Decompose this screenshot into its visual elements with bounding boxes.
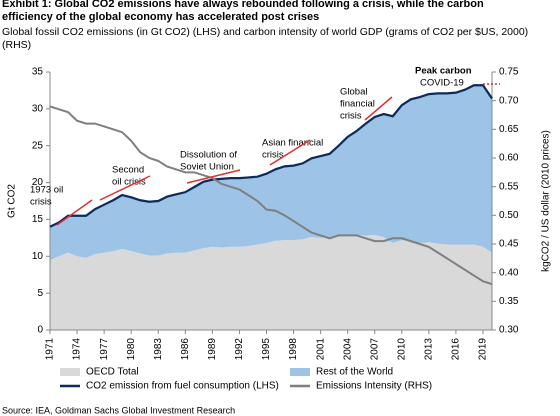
chart-subtitle: (RHS) bbox=[2, 39, 31, 51]
annotation-line bbox=[186, 169, 241, 184]
x-tick-label: 2013 bbox=[423, 338, 434, 361]
x-tick-label: 1989 bbox=[207, 338, 218, 361]
annotation: Global bbox=[340, 87, 367, 98]
y-tick-label: 30 bbox=[32, 103, 44, 114]
y2-tick-label: 0.35 bbox=[499, 296, 519, 307]
y-tick-label: 20 bbox=[32, 177, 44, 188]
legend-swatch bbox=[290, 368, 310, 376]
annotation: crisis bbox=[30, 197, 52, 208]
y2-tick-label: 0.40 bbox=[499, 267, 519, 278]
annotation-line bbox=[56, 199, 93, 226]
annotation-line bbox=[269, 139, 311, 166]
chart-title: efficiency of the global economy has acc… bbox=[2, 11, 319, 23]
y-axis-label: Gt CO2 bbox=[7, 184, 18, 218]
area bbox=[50, 234, 492, 330]
x-tick-label: 1995 bbox=[261, 338, 272, 361]
annotation: Dissolution of bbox=[180, 150, 237, 161]
y-tick-label: 0 bbox=[37, 325, 43, 336]
y2-tick-label: 0.60 bbox=[499, 153, 519, 164]
y-tick-label: 25 bbox=[32, 140, 44, 151]
x-tick-label: 1980 bbox=[126, 338, 137, 361]
y-tick-label: 35 bbox=[32, 67, 44, 78]
annotation: Second bbox=[112, 165, 144, 176]
y-tick-label: 5 bbox=[37, 288, 43, 299]
annotation: financial bbox=[340, 99, 375, 110]
y2-tick-label: 0.70 bbox=[499, 95, 519, 106]
x-tick-label: 2019 bbox=[478, 338, 489, 361]
legend-label: OECD Total bbox=[86, 367, 139, 378]
x-tick-label: 1974 bbox=[72, 338, 83, 361]
annotation: Asian financial bbox=[262, 138, 323, 149]
y-tick-label: 10 bbox=[32, 251, 44, 262]
annotation: crisis bbox=[340, 111, 362, 122]
legend-swatch bbox=[60, 368, 80, 376]
x-tick-label: 1986 bbox=[180, 338, 191, 361]
y2-axis-label: kgCO2 / US dollar (2010 prices) bbox=[541, 130, 552, 272]
y-tick-label: 15 bbox=[32, 214, 44, 225]
y2-tick-label: 0.45 bbox=[499, 239, 519, 250]
x-tick-label: 2001 bbox=[315, 338, 326, 361]
x-tick-label: 1977 bbox=[99, 338, 110, 361]
x-tick-label: 2007 bbox=[369, 338, 380, 361]
x-tick-label: 2010 bbox=[396, 338, 407, 361]
annotation: Soviet Union bbox=[180, 162, 234, 173]
annotation-line bbox=[99, 175, 151, 201]
x-tick-label: 2004 bbox=[342, 338, 353, 361]
annotation: Peak carbon bbox=[415, 66, 472, 77]
line bbox=[49, 84, 493, 228]
annotation: crisis bbox=[262, 150, 284, 161]
y2-tick-label: 0.55 bbox=[499, 181, 519, 192]
x-tick-label: 1992 bbox=[234, 338, 245, 361]
x-tick-label: 1971 bbox=[45, 338, 56, 361]
annotation-line bbox=[364, 96, 393, 121]
chart-title: Exhibit 1: Global CO2 emissions have alw… bbox=[2, 0, 484, 10]
y2-tick-label: 0.65 bbox=[499, 124, 519, 135]
annotation: COVID-19 bbox=[420, 78, 464, 89]
x-tick-label: 2016 bbox=[451, 338, 462, 361]
legend-label: CO2 emission from fuel consumption (LHS) bbox=[86, 381, 279, 392]
chart-subtitle: Global fossil CO2 emissions (in Gt CO2) … bbox=[2, 26, 528, 38]
y2-tick-label: 0.50 bbox=[499, 210, 519, 221]
annotation: oil crisis bbox=[112, 177, 146, 188]
y2-tick-label: 0.30 bbox=[499, 325, 519, 336]
line bbox=[49, 105, 493, 286]
x-tick-label: 1998 bbox=[288, 338, 299, 361]
legend-label: Rest of the World bbox=[316, 367, 393, 378]
legend-label: Emissions Intensity (RHS) bbox=[316, 381, 432, 392]
x-tick-label: 1983 bbox=[153, 338, 164, 361]
y2-tick-label: 0.75 bbox=[499, 67, 519, 78]
source: Source: IEA, Goldman Sachs Global Invest… bbox=[2, 405, 235, 415]
annotation: 1973 oil bbox=[30, 185, 63, 196]
